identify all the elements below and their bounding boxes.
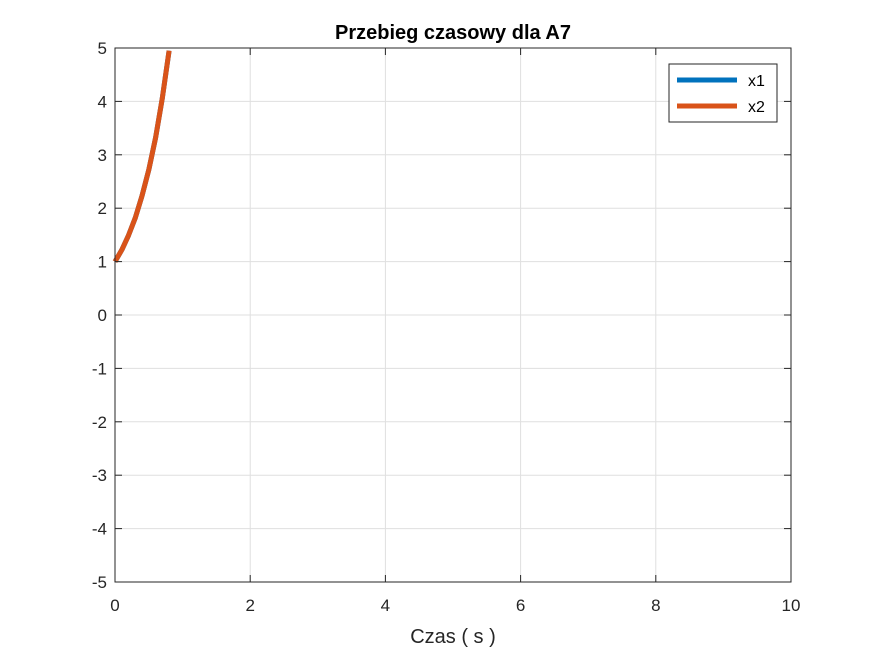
legend: x1 x2 bbox=[668, 63, 778, 123]
x-tick-label: 8 bbox=[651, 596, 660, 615]
legend-label-x2: x2 bbox=[748, 99, 765, 116]
y-tick-label: 1 bbox=[98, 253, 107, 272]
y-tick-label: -2 bbox=[92, 413, 107, 432]
y-tick-label: -5 bbox=[92, 573, 107, 592]
x-tick-label: 4 bbox=[381, 596, 390, 615]
y-tick-label: 0 bbox=[98, 306, 107, 325]
x-tick-label: 6 bbox=[516, 596, 525, 615]
y-tick-label: -3 bbox=[92, 466, 107, 485]
y-tick-label: 5 bbox=[98, 39, 107, 58]
grid bbox=[114, 47, 792, 583]
chart-title: Przebieg czasowy dla A7 bbox=[335, 22, 571, 44]
y-tick-label: -1 bbox=[92, 359, 107, 378]
legend-label-x1: x1 bbox=[748, 73, 765, 90]
y-tick-label: 4 bbox=[98, 92, 107, 111]
series-lines bbox=[112, 50, 172, 263]
x-tick-label: 10 bbox=[782, 596, 801, 615]
y-tick-label: 3 bbox=[98, 146, 107, 165]
y-tick-label: -4 bbox=[92, 520, 107, 539]
x-axis-label: Czas ( s ) bbox=[410, 626, 496, 648]
x-tick-label: 2 bbox=[245, 596, 254, 615]
y-tick-label: 2 bbox=[98, 199, 107, 218]
x-tick-label: 0 bbox=[110, 596, 119, 615]
legend-box bbox=[668, 63, 778, 123]
series-line-x2 bbox=[112, 50, 172, 263]
